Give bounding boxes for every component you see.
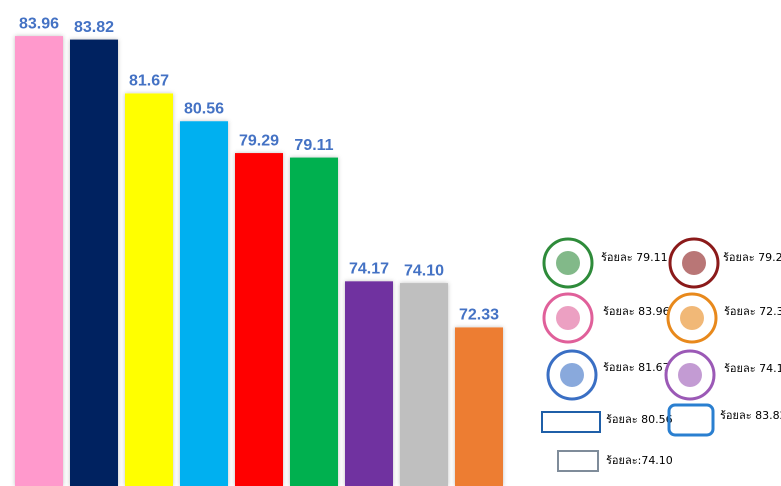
legend-logo: [669, 405, 713, 435]
value-label: 79.29: [239, 132, 279, 149]
value-label: 74.10: [404, 262, 444, 279]
legend-label: ร้อยละ 74.17: [724, 362, 781, 375]
value-label: 81.67: [129, 73, 169, 90]
bar: [345, 281, 393, 486]
bar: [70, 40, 118, 486]
bar: [125, 93, 173, 486]
legend-label: ร้อยละ 83.96: [603, 305, 670, 318]
legend-logo: [542, 412, 600, 432]
legend-logo: [556, 251, 580, 275]
legend-logo: [556, 306, 580, 330]
value-label: 80.56: [184, 100, 224, 117]
bar: [455, 327, 503, 486]
legend-label: ร้อยละ 79.11: [601, 251, 668, 264]
legend-logo: [680, 306, 704, 330]
legend-label: ร้อยละ 72.33: [724, 305, 781, 318]
legend-label: ร้อยละ 79.29: [723, 251, 781, 264]
legend-label: ร้อยละ 80.56: [606, 413, 673, 426]
legend-label: ร้อยละ:74.10: [606, 454, 673, 467]
legend-label: ร้อยละ 83.82: [720, 409, 781, 422]
bar: [180, 121, 228, 486]
bar: [15, 36, 63, 486]
legend-logo: [682, 251, 706, 275]
legend-logo: [678, 363, 702, 387]
chart: 83.96 83.82 81.67 80.56 79.29 79.11 74.17 74.10…: [0, 0, 781, 486]
legend-logo: [558, 451, 598, 471]
legend-label: ร้อยละ 81.67: [603, 361, 670, 374]
legend-logo: [560, 363, 584, 387]
bar: [400, 283, 448, 486]
value-label: 83.82: [74, 19, 114, 36]
value-label: 79.11: [294, 137, 333, 154]
value-label: 72.33: [459, 307, 499, 324]
bar: [290, 158, 338, 486]
value-label: 74.17: [349, 261, 389, 278]
bar: [235, 153, 283, 486]
value-label: 83.96: [19, 15, 59, 32]
